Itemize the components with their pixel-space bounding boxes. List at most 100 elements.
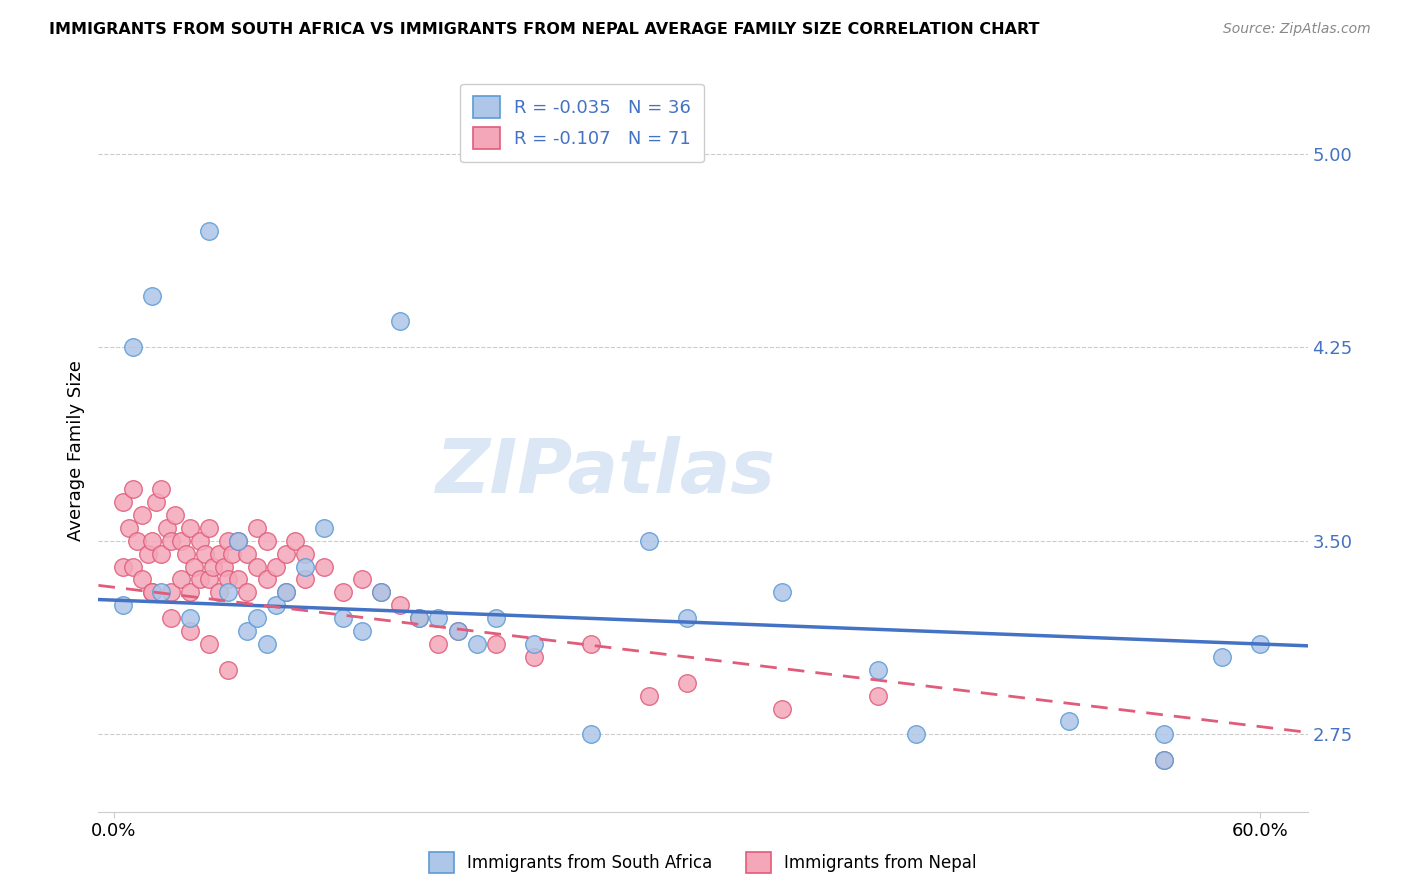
Point	[274, 585, 297, 599]
Point	[198, 637, 221, 651]
Point	[236, 585, 259, 599]
Point	[581, 727, 603, 741]
Point	[150, 482, 173, 496]
Point	[485, 637, 508, 651]
Point	[264, 599, 287, 613]
Point	[217, 573, 239, 587]
Point	[485, 611, 508, 625]
Point	[312, 559, 335, 574]
Point	[221, 547, 243, 561]
Legend: Immigrants from South Africa, Immigrants from Nepal: Immigrants from South Africa, Immigrants…	[422, 846, 984, 880]
Point	[675, 611, 697, 625]
Point	[370, 585, 392, 599]
Point	[408, 611, 430, 625]
Point	[770, 701, 793, 715]
Point	[118, 521, 141, 535]
Legend: R = -0.035   N = 36, R = -0.107   N = 71: R = -0.035 N = 36, R = -0.107 N = 71	[460, 84, 704, 162]
Point	[246, 521, 269, 535]
Point	[188, 533, 211, 548]
Point	[141, 585, 163, 599]
Point	[236, 547, 259, 561]
Point	[370, 585, 392, 599]
Point	[581, 637, 603, 651]
Point	[294, 547, 316, 561]
Point	[208, 547, 231, 561]
Point	[1153, 753, 1175, 767]
Point	[145, 495, 167, 509]
Point	[1249, 637, 1271, 651]
Point	[1153, 753, 1175, 767]
Point	[294, 573, 316, 587]
Point	[125, 533, 148, 548]
Point	[160, 585, 183, 599]
Point	[866, 689, 889, 703]
Point	[1153, 727, 1175, 741]
Point	[174, 547, 197, 561]
Point	[523, 649, 546, 664]
Point	[675, 675, 697, 690]
Point	[274, 547, 297, 561]
Point	[150, 547, 173, 561]
Point	[256, 573, 278, 587]
Point	[770, 585, 793, 599]
Point	[904, 727, 927, 741]
Point	[637, 689, 659, 703]
Point	[141, 288, 163, 302]
Point	[198, 521, 221, 535]
Point	[226, 573, 249, 587]
Point	[198, 573, 221, 587]
Point	[523, 637, 546, 651]
Point	[332, 611, 354, 625]
Point	[179, 624, 201, 639]
Point	[121, 340, 143, 354]
Point	[188, 573, 211, 587]
Text: ZIPatlas: ZIPatlas	[436, 435, 776, 508]
Point	[112, 559, 135, 574]
Point	[214, 559, 236, 574]
Point	[1057, 714, 1080, 729]
Point	[141, 585, 163, 599]
Point	[332, 585, 354, 599]
Point	[131, 508, 153, 522]
Point	[246, 611, 269, 625]
Point	[350, 624, 373, 639]
Point	[179, 585, 201, 599]
Point	[256, 637, 278, 651]
Point	[112, 495, 135, 509]
Point	[121, 559, 143, 574]
Point	[163, 508, 186, 522]
Point	[136, 547, 159, 561]
Point	[637, 533, 659, 548]
Point	[1211, 649, 1233, 664]
Point	[226, 533, 249, 548]
Y-axis label: Average Family Size: Average Family Size	[66, 360, 84, 541]
Point	[156, 521, 179, 535]
Text: IMMIGRANTS FROM SOUTH AFRICA VS IMMIGRANTS FROM NEPAL AVERAGE FAMILY SIZE CORREL: IMMIGRANTS FROM SOUTH AFRICA VS IMMIGRAN…	[49, 22, 1039, 37]
Point	[194, 547, 217, 561]
Text: Source: ZipAtlas.com: Source: ZipAtlas.com	[1223, 22, 1371, 37]
Point	[160, 611, 183, 625]
Point	[208, 585, 231, 599]
Point	[274, 585, 297, 599]
Point	[131, 573, 153, 587]
Point	[121, 482, 143, 496]
Point	[169, 533, 191, 548]
Point	[179, 611, 201, 625]
Point	[312, 521, 335, 535]
Point	[183, 559, 205, 574]
Point	[284, 533, 307, 548]
Point	[465, 637, 488, 651]
Point	[256, 533, 278, 548]
Point	[236, 624, 259, 639]
Point	[427, 637, 450, 651]
Point	[446, 624, 468, 639]
Point	[112, 599, 135, 613]
Point	[217, 533, 239, 548]
Point	[408, 611, 430, 625]
Point	[217, 663, 239, 677]
Point	[226, 533, 249, 548]
Point	[217, 585, 239, 599]
Point	[264, 559, 287, 574]
Point	[179, 521, 201, 535]
Point	[202, 559, 225, 574]
